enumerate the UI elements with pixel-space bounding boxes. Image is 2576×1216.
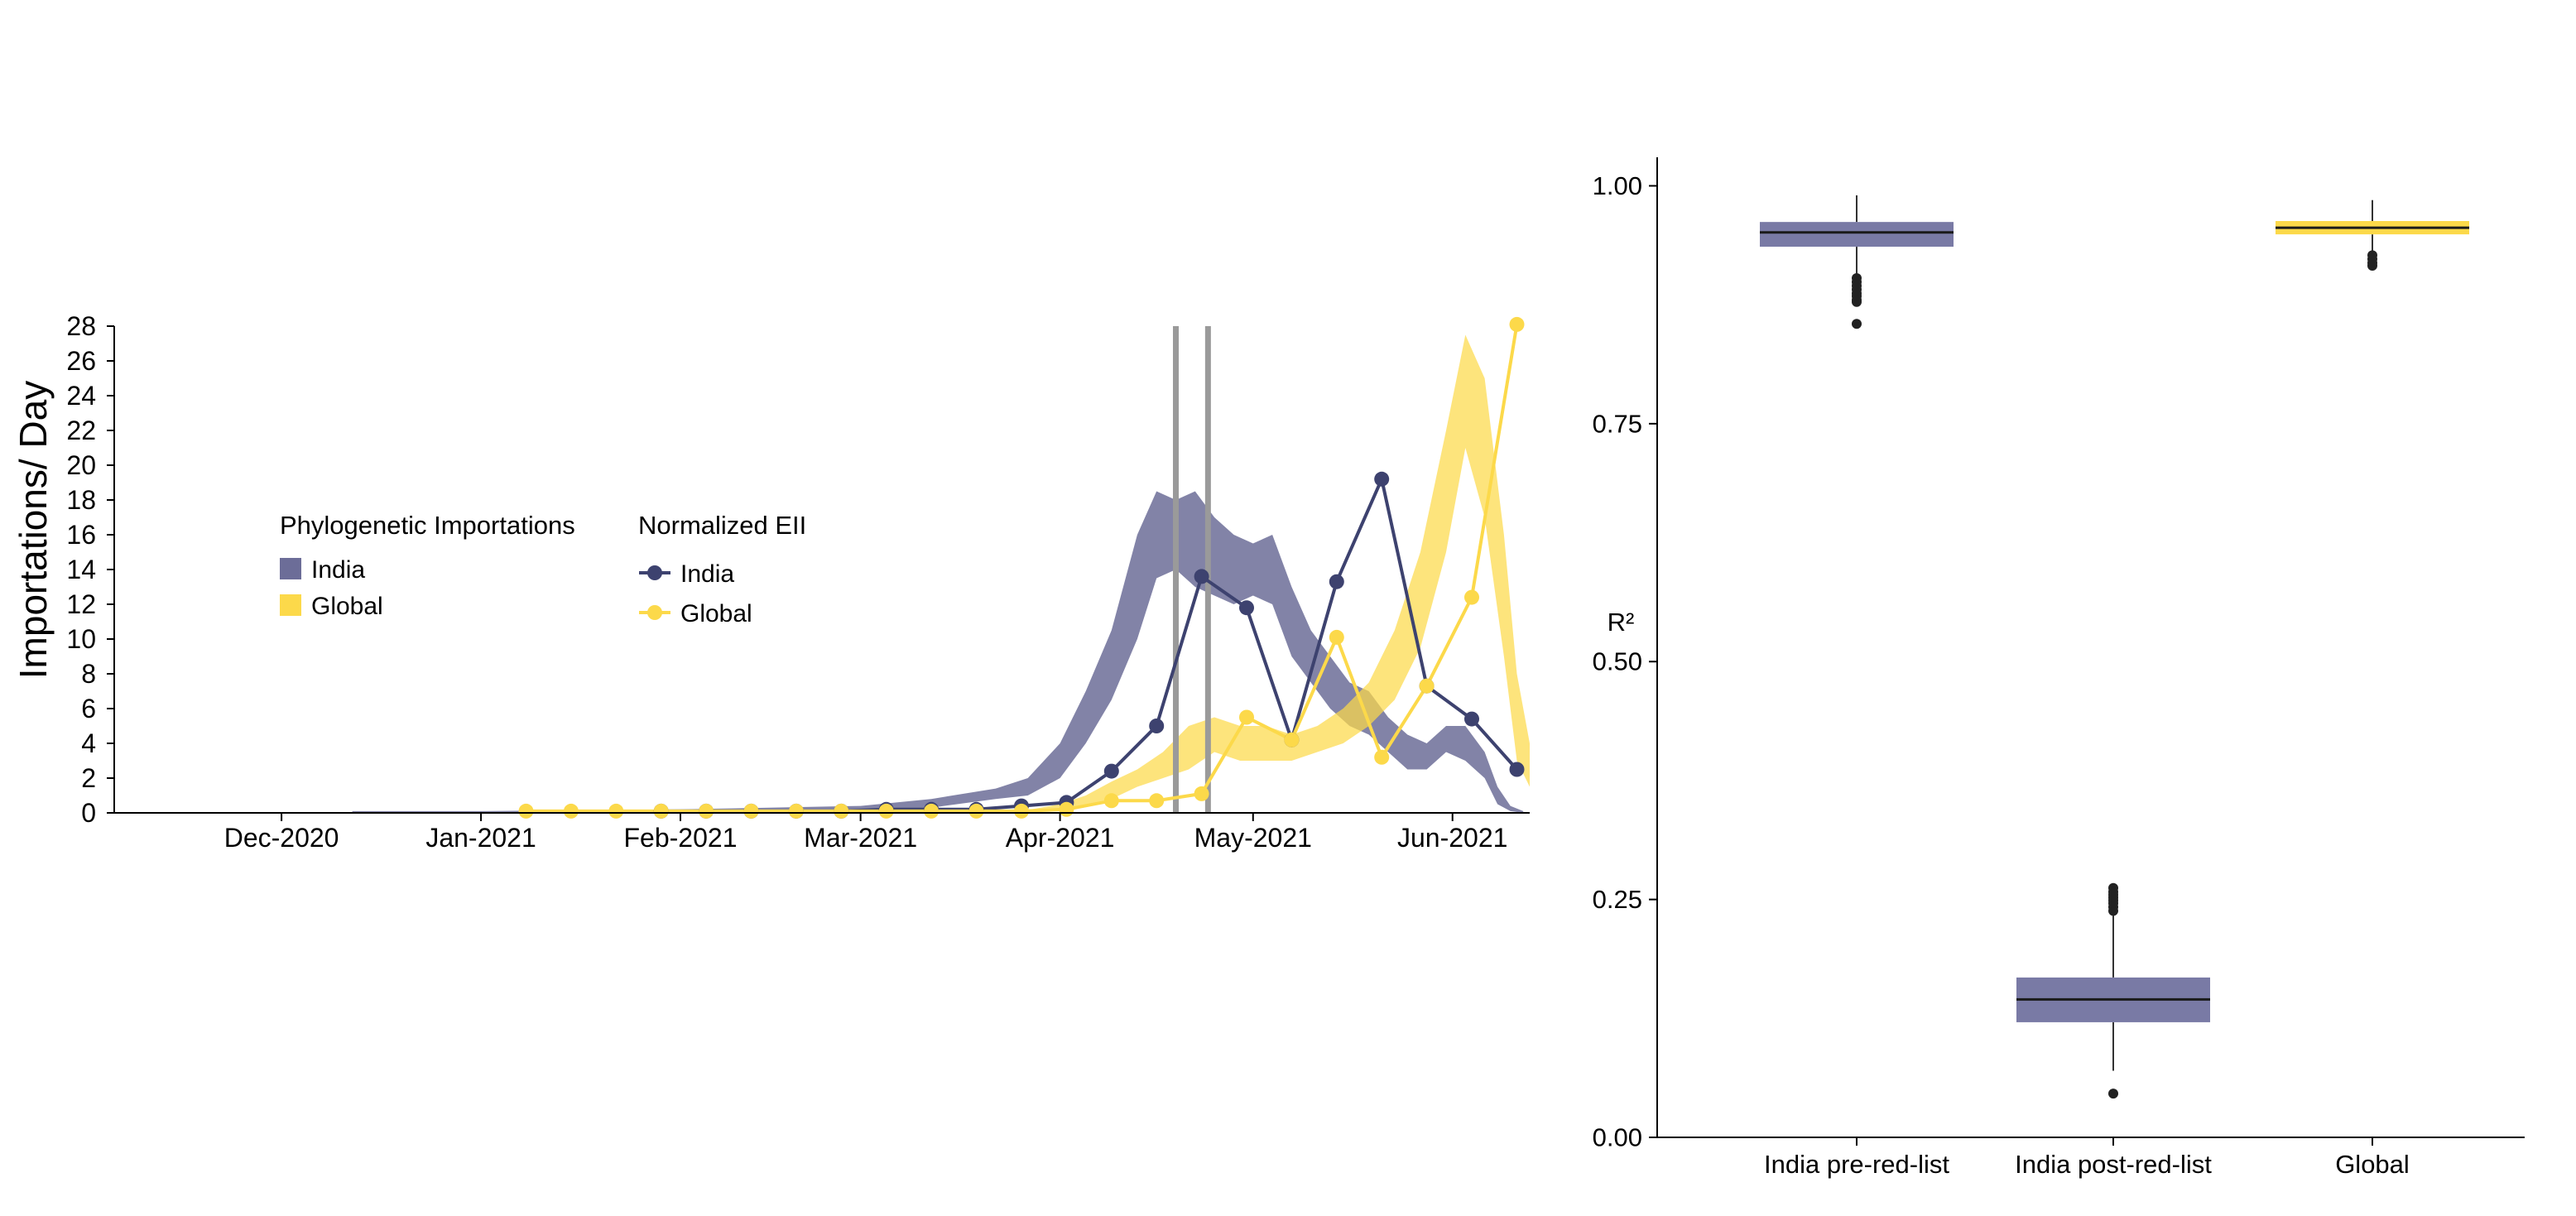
ts-y-tick-label: 2 bbox=[81, 763, 96, 793]
legend-label-india-band: India bbox=[311, 556, 365, 584]
ts-x-ticks: Dec-2020 Jan-2021 Feb-2021 Mar-2021 Apr-2021… bbox=[224, 813, 1507, 853]
r2-box-plot: 0.000.250.500.751.00 India pre-red-list I… bbox=[1593, 157, 2525, 1179]
ts-x-tick-label: Jun-2021 bbox=[1397, 823, 1507, 853]
box-y-tick-label: 0.00 bbox=[1593, 1123, 1642, 1152]
ts-y-tick-label: 14 bbox=[66, 555, 96, 584]
point-india-12 bbox=[1194, 569, 1209, 584]
box-india-pre-red-list bbox=[1760, 195, 1954, 329]
point-india-19 bbox=[1509, 762, 1525, 777]
point-global-19 bbox=[1374, 749, 1390, 765]
legend-swatch-global-band bbox=[280, 594, 301, 616]
legend-marker-global bbox=[647, 605, 662, 620]
ts-y-tick-label: 12 bbox=[66, 589, 96, 619]
point-global-14 bbox=[1149, 793, 1165, 809]
point-india-11 bbox=[1149, 719, 1165, 733]
point-india-15 bbox=[1329, 574, 1344, 589]
ts-y-tick-label: 18 bbox=[66, 485, 96, 515]
ts-x-tick-label: Jan-2021 bbox=[425, 823, 536, 853]
point-global-3 bbox=[653, 803, 669, 819]
box-x-ticks: India pre-red-list India post-red-list Glo… bbox=[1764, 1137, 2410, 1179]
ts-y-tick-label: 26 bbox=[66, 346, 96, 376]
point-global-17 bbox=[1284, 732, 1300, 747]
outlier-point bbox=[2367, 261, 2377, 271]
point-global-4 bbox=[699, 803, 714, 819]
ts-y-tick-label: 24 bbox=[66, 381, 96, 411]
ts-y-tick-label: 22 bbox=[66, 416, 96, 445]
ts-x-tick-label: Mar-2021 bbox=[804, 823, 917, 853]
point-global-21 bbox=[1464, 589, 1479, 605]
point-global-2 bbox=[608, 803, 624, 819]
box-y-tick-label: 1.00 bbox=[1593, 171, 1642, 200]
box-y-tick-label: 0.75 bbox=[1593, 409, 1642, 438]
point-global-5 bbox=[743, 803, 759, 819]
point-global-13 bbox=[1103, 793, 1119, 809]
box-y-axis-title: R² bbox=[1608, 608, 1635, 637]
point-global-16 bbox=[1239, 709, 1254, 725]
point-global-0 bbox=[518, 803, 534, 819]
ts-y-tick-label: 4 bbox=[81, 728, 96, 758]
outlier-point bbox=[2108, 882, 2118, 893]
box-x-tick-label: Global bbox=[2335, 1150, 2410, 1179]
point-global-10 bbox=[968, 803, 984, 819]
ts-y-tick-label: 0 bbox=[81, 798, 96, 828]
point-global-11 bbox=[1014, 803, 1029, 819]
band-global bbox=[1021, 334, 1530, 813]
point-global-6 bbox=[788, 803, 804, 819]
point-india-10 bbox=[1103, 763, 1119, 779]
point-global-9 bbox=[924, 803, 940, 819]
outlier-point bbox=[1852, 319, 1862, 329]
band-india bbox=[352, 491, 1524, 813]
point-global-18 bbox=[1329, 629, 1344, 645]
point-global-1 bbox=[563, 803, 579, 819]
ts-y-tick-label: 8 bbox=[81, 659, 96, 689]
eii-series-points bbox=[518, 316, 1525, 819]
series-line-global bbox=[526, 324, 1519, 813]
ts-y-tick-label: 6 bbox=[81, 694, 96, 723]
legend-label-global-band: Global bbox=[311, 593, 383, 620]
legend-label-global-line: Global bbox=[680, 600, 752, 627]
red-list-markers bbox=[1173, 326, 1211, 813]
lines-legend-title: Normalized EII bbox=[638, 511, 806, 540]
iqr-box bbox=[1760, 222, 1954, 248]
point-global-12 bbox=[1059, 801, 1074, 817]
ts-y-tick-label: 20 bbox=[66, 450, 96, 480]
box-global bbox=[2276, 199, 2469, 271]
box-x-tick-label: India pre-red-list bbox=[1764, 1150, 1949, 1179]
ts-y-tick-label: 28 bbox=[66, 311, 96, 341]
point-india-13 bbox=[1239, 600, 1254, 616]
legend-label-india-line: India bbox=[680, 560, 734, 588]
point-india-16 bbox=[1374, 471, 1390, 487]
legend-swatch-india-band bbox=[280, 558, 301, 579]
outlier-point bbox=[1852, 296, 1862, 307]
lines-legend: Normalized EII India Global bbox=[638, 511, 806, 627]
box-y-tick-label: 0.25 bbox=[1593, 885, 1642, 914]
bands-legend-title: Phylogenetic Importations bbox=[280, 511, 575, 540]
ts-x-tick-label: Apr-2021 bbox=[1006, 823, 1115, 853]
box-groups bbox=[1760, 195, 2469, 1099]
eii-series-lines bbox=[526, 324, 1519, 813]
ts-y-tick-label: 10 bbox=[66, 624, 96, 654]
ts-y-tick-label: 16 bbox=[66, 520, 96, 550]
outlier-point bbox=[2108, 1089, 2118, 1099]
legend-marker-india bbox=[647, 565, 662, 580]
ts-y-axis-title: Importations/ Day bbox=[12, 381, 55, 679]
point-global-8 bbox=[878, 803, 894, 819]
ts-x-tick-label: May-2021 bbox=[1194, 823, 1312, 853]
box-y-tick-label: 0.50 bbox=[1593, 647, 1642, 676]
point-global-20 bbox=[1419, 678, 1435, 694]
ts-x-tick-label: Dec-2020 bbox=[224, 823, 339, 853]
point-global-7 bbox=[834, 803, 849, 819]
box-india-post-red-list bbox=[2016, 882, 2210, 1099]
point-global-15 bbox=[1194, 786, 1209, 801]
importation-bands bbox=[352, 334, 1530, 813]
bands-legend: Phylogenetic Importations India Global bbox=[280, 511, 575, 620]
box-y-ticks: 0.00 0.25 0.50 0.75 1.00 bbox=[1593, 171, 1657, 1152]
point-global-22 bbox=[1509, 316, 1525, 332]
box-x-tick-label: India post-red-list bbox=[2015, 1150, 2212, 1179]
ts-x-tick-label: Feb-2021 bbox=[624, 823, 738, 853]
point-india-18 bbox=[1464, 711, 1479, 727]
